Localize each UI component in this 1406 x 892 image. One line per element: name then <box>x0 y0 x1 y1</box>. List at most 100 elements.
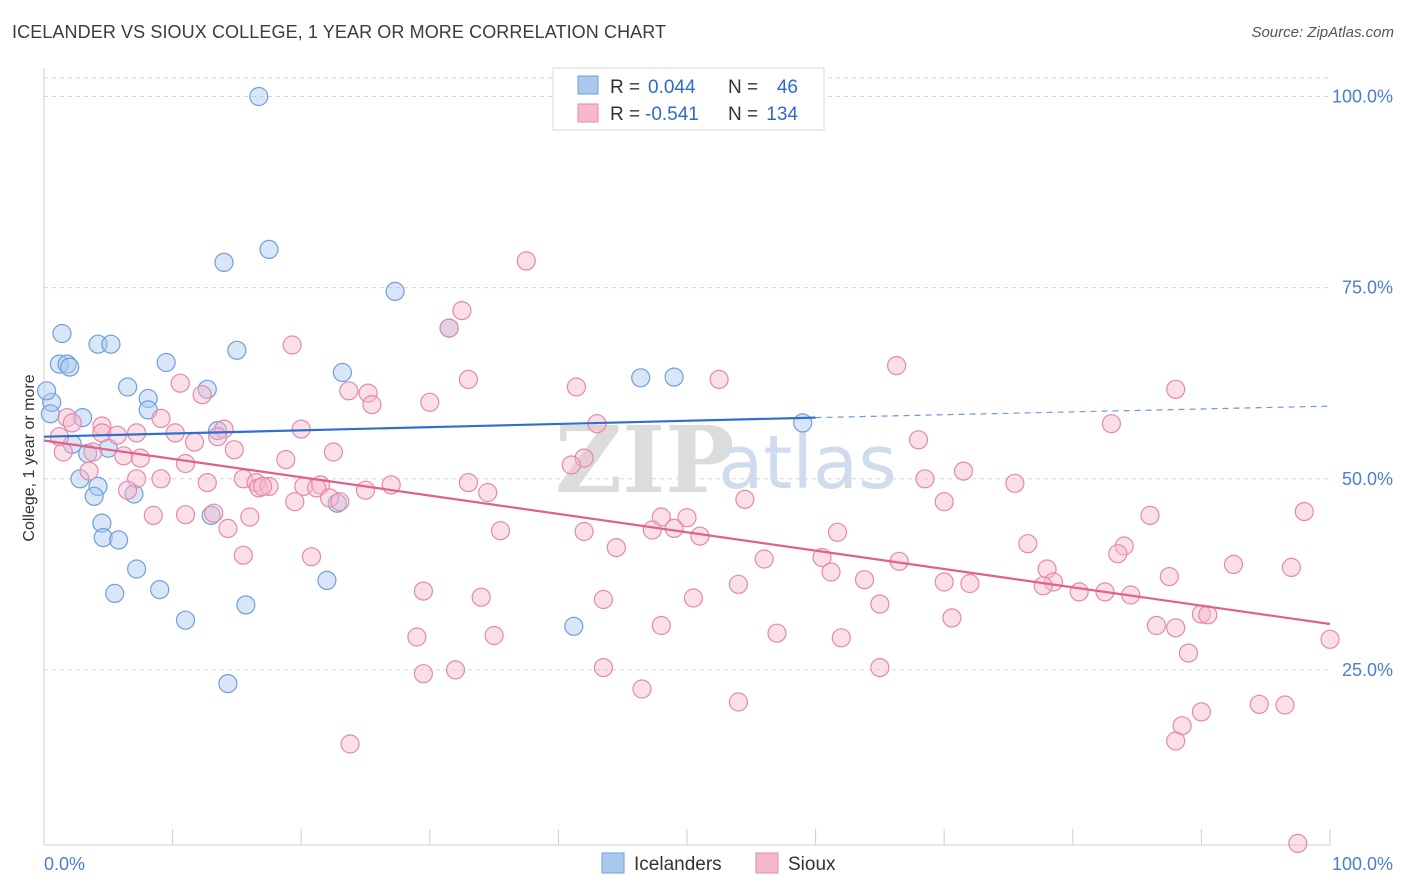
point-sioux-21 <box>92 423 112 443</box>
point-sioux-72 <box>1294 502 1314 522</box>
point-sioux-55 <box>259 476 279 496</box>
trend-line-icelanders <box>43 416 816 438</box>
point-sioux-12 <box>420 392 440 412</box>
point-sioux-122 <box>413 664 433 684</box>
point-icelanders-5 <box>52 323 72 344</box>
point-sioux-103 <box>683 588 704 608</box>
point-sioux-32 <box>323 442 343 462</box>
grid-lines <box>44 77 1330 671</box>
stats-r-label-1: R = <box>610 104 640 125</box>
y-axis-label: College, 1 year or more <box>21 374 38 541</box>
point-icelanders-10 <box>57 354 77 374</box>
stats-r-value-0: 0.044 <box>648 77 696 98</box>
point-sioux-98 <box>1043 572 1064 592</box>
point-icelanders-8 <box>227 340 247 360</box>
point-icelanders-34 <box>93 527 113 548</box>
y-tick-label-0: 25.0% <box>1342 660 1393 680</box>
point-icelanders-30 <box>84 486 104 506</box>
point-sioux-57 <box>253 476 273 496</box>
point-icelanders-13 <box>332 362 352 383</box>
point-sioux-42 <box>151 469 171 489</box>
stats-r-label-0: R = <box>610 77 640 98</box>
point-sioux-15 <box>57 408 77 428</box>
point-sioux-38 <box>276 450 296 470</box>
point-sioux-89 <box>1223 554 1244 575</box>
point-sioux-2 <box>439 318 459 338</box>
axes <box>43 68 1331 846</box>
point-sioux-95 <box>934 572 954 592</box>
point-sioux-115 <box>484 625 504 646</box>
point-sioux-58 <box>1005 473 1025 493</box>
x-tick-label-1: 100.0% <box>1332 854 1393 874</box>
point-sioux-16 <box>151 408 171 428</box>
stats-box: R = 0.044 N = 46 R = -0.541 N = 134 <box>552 67 825 131</box>
legend-swatch-icelanders <box>601 852 625 874</box>
legend-label-sioux: Sioux <box>788 854 836 875</box>
point-sioux-92 <box>821 562 841 582</box>
point-icelanders-36 <box>127 559 147 579</box>
point-sioux-24 <box>214 419 234 439</box>
point-sioux-80 <box>1018 534 1038 554</box>
point-icelanders-14 <box>631 368 651 388</box>
point-sioux-124 <box>632 679 652 699</box>
point-sioux-22 <box>127 423 147 443</box>
point-icelanders-2 <box>259 239 279 259</box>
point-sioux-17 <box>62 413 82 433</box>
point-icelanders-7 <box>101 334 121 354</box>
point-sioux-74 <box>574 521 594 542</box>
point-sioux-130 <box>340 734 360 754</box>
point-sioux-4 <box>886 356 907 376</box>
point-icelanders-15 <box>664 367 684 387</box>
point-icelanders-38 <box>150 579 170 600</box>
point-sioux-7 <box>458 369 478 389</box>
stats-n-value-0: 46 <box>777 77 798 98</box>
point-sioux-13 <box>362 395 382 415</box>
point-sioux-62 <box>285 492 305 512</box>
point-sioux-84 <box>1108 544 1128 564</box>
point-icelanders-41 <box>175 610 196 630</box>
point-sioux-5 <box>170 373 190 393</box>
point-sioux-104 <box>1069 582 1089 602</box>
point-sioux-119 <box>1178 643 1199 663</box>
point-sioux-56 <box>458 473 478 493</box>
point-sioux-68 <box>175 505 196 525</box>
point-sioux-70 <box>240 507 260 527</box>
point-icelanders-23 <box>208 421 228 441</box>
point-sioux-76 <box>664 518 684 539</box>
point-sioux-131 <box>1166 731 1186 751</box>
point-icelanders-16 <box>117 377 138 397</box>
point-sioux-128 <box>1191 702 1212 722</box>
point-icelanders-44 <box>36 381 57 401</box>
point-sioux-123 <box>445 660 466 680</box>
trend-lines <box>43 405 1331 626</box>
legend-swatch-sioux <box>755 852 779 874</box>
point-sioux-127 <box>1275 695 1295 715</box>
point-icelanders-37 <box>317 570 337 591</box>
point-sioux-85 <box>301 547 322 567</box>
point-sioux-132 <box>1288 833 1308 854</box>
point-sioux-120 <box>593 657 614 678</box>
point-sioux-14 <box>1166 379 1186 399</box>
point-icelanders-11 <box>60 357 80 377</box>
y-tick-labels: 25.0% 50.0% 75.0% 100.0% <box>1332 87 1393 680</box>
point-sioux-81 <box>606 537 626 558</box>
point-icelanders-18 <box>138 388 158 409</box>
point-sioux-108 <box>942 608 962 628</box>
y-tick-label-2: 75.0% <box>1342 278 1393 298</box>
point-sioux-83 <box>233 545 253 565</box>
stats-n-label-1: N = <box>728 104 758 125</box>
y-tick-label-3: 100.0% <box>1332 87 1393 107</box>
point-sioux-96 <box>960 573 980 594</box>
stats-n-label-0: N = <box>728 77 758 98</box>
point-sioux-1 <box>452 301 472 321</box>
point-sioux-29 <box>908 430 929 450</box>
point-sioux-59 <box>117 480 138 500</box>
x-tick-labels: 0.0% 100.0% <box>44 854 1393 874</box>
point-icelanders-1 <box>214 252 234 272</box>
point-sioux-94 <box>854 570 875 590</box>
point-icelanders-22 <box>793 413 813 433</box>
point-sioux-118 <box>1320 629 1340 649</box>
point-sioux-20 <box>1101 414 1122 434</box>
point-sioux-50 <box>355 480 376 500</box>
legend: Icelanders Sioux <box>601 852 836 875</box>
